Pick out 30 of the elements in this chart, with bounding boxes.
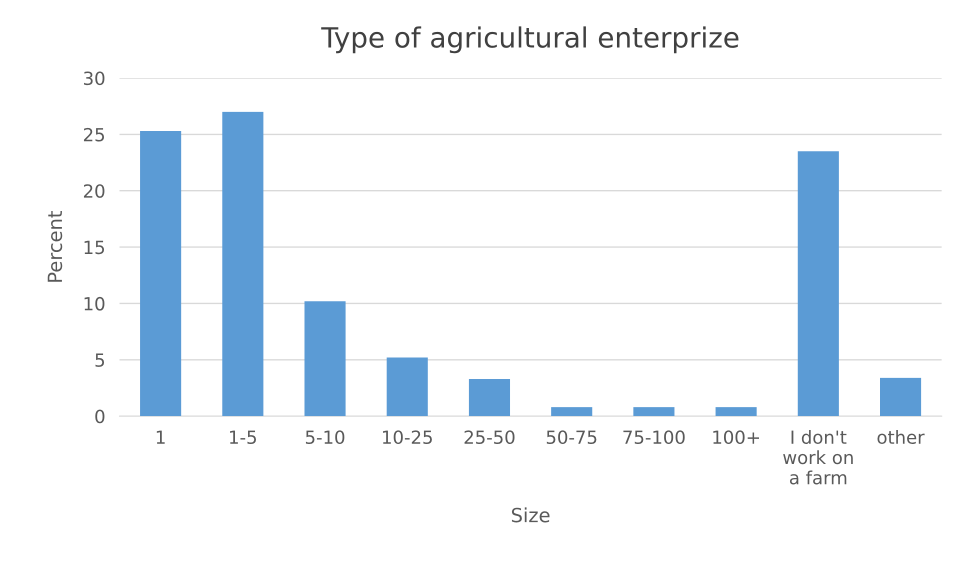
y-tick-label: 0 [95,410,104,424]
x-tick-label: 1 [156,430,165,444]
x-tick-label: 10-25 [383,430,432,444]
chart-title: Type of agricultural enterprize [321,26,738,54]
x-tick-label: 1-5 [230,430,256,444]
x-tick-label: I don't work on a farm [783,430,853,484]
bar [880,378,922,416]
x-tick-label: 75-100 [623,430,685,444]
bar [716,407,757,416]
y-tick-label: 10 [84,296,104,311]
y-tick-label: 20 [84,184,104,198]
y-axis-title: Percent [48,210,62,282]
x-tick-label: 50-75 [546,430,596,444]
x-tick-label: 5-10 [306,430,344,444]
bar [798,151,839,416]
y-tick-label: 30 [84,71,104,86]
bar [140,131,182,416]
x-tick-label: 100+ [713,430,759,444]
y-tick-label: 15 [84,240,104,254]
bar [386,358,428,416]
bar [222,112,264,416]
bar [633,407,674,416]
x-tick-label: 25-50 [464,430,515,444]
bar [468,378,510,416]
bar [304,301,346,416]
bar [551,407,592,416]
x-tick-label: other [877,430,925,444]
y-tick-label: 25 [84,128,104,142]
x-axis-title: Size [512,507,550,522]
y-tick-label: 5 [96,354,104,367]
